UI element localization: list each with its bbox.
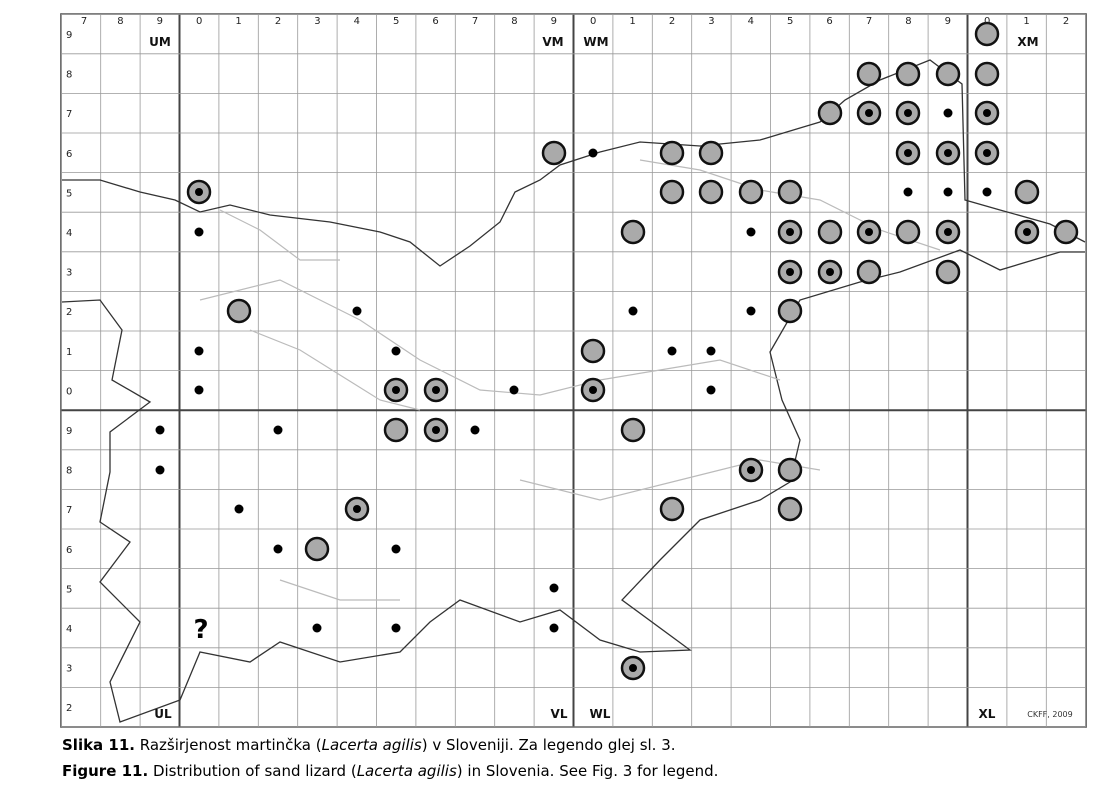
column-label: 0 (590, 16, 596, 27)
zone-label: WL (590, 707, 611, 721)
row-label: 5 (66, 188, 72, 199)
column-label: 7 (81, 16, 87, 27)
zone-label: XL (979, 707, 996, 721)
column-label: 1 (235, 16, 241, 27)
column-label: 2 (275, 16, 281, 27)
column-label: 5 (393, 16, 399, 27)
row-label: 7 (66, 505, 72, 516)
uncertain-mark: ? (193, 615, 208, 645)
column-label: 9 (945, 16, 951, 27)
row-label: 6 (66, 149, 72, 160)
zone-label: VM (542, 35, 563, 49)
column-label: 6 (432, 16, 438, 27)
row-label: 2 (66, 703, 72, 714)
row-label: 9 (66, 30, 72, 41)
row-label: 8 (66, 466, 72, 477)
caption-text: ) v Sloveniji. Za legendo glej sl. 3. (422, 736, 676, 754)
zone-label: XM (1017, 35, 1038, 49)
column-label: 3 (708, 16, 714, 27)
column-label: 8 (117, 16, 123, 27)
caption-label: Slika 11. (62, 736, 135, 754)
column-label: 0 (984, 16, 990, 27)
row-label: 9 (66, 426, 72, 437)
column-label: 4 (748, 16, 754, 27)
column-label: 5 (787, 16, 793, 27)
row-label: 7 (66, 109, 72, 120)
row-label: 5 (66, 584, 72, 595)
column-label: 9 (157, 16, 163, 27)
row-label: 6 (66, 545, 72, 556)
caption-label: Figure 11. (62, 762, 148, 780)
column-label: 8 (905, 16, 911, 27)
species: Lacerta agilis (357, 762, 457, 780)
column-label: 3 (314, 16, 320, 27)
zone-label: UM (149, 35, 171, 49)
row-label: 0 (66, 386, 72, 397)
column-label: 7 (866, 16, 872, 27)
caption-text: Razširjenost martinčka ( (135, 736, 322, 754)
caption-en: Figure 11. Distribution of sand lizard (… (62, 762, 718, 780)
column-label: 1 (1023, 16, 1029, 27)
caption-text: ) in Slovenia. See Fig. 3 for legend. (457, 762, 719, 780)
row-label: 3 (66, 268, 72, 279)
row-label: 8 (66, 70, 72, 81)
row-label: 2 (66, 307, 72, 318)
row-label: 4 (66, 624, 72, 635)
column-label: 4 (354, 16, 360, 27)
column-label: 1 (629, 16, 635, 27)
row-label: 3 (66, 664, 72, 675)
row-label: 1 (66, 347, 72, 358)
zone-label: WM (583, 35, 608, 49)
column-label: 8 (511, 16, 517, 27)
column-label: 6 (826, 16, 832, 27)
species: Lacerta agilis (322, 736, 422, 754)
column-label: 7 (472, 16, 478, 27)
row-label: 4 (66, 228, 72, 239)
column-label: 0 (196, 16, 202, 27)
column-label: 9 (551, 16, 557, 27)
zone-label: UL (154, 707, 172, 721)
zone-label: VL (551, 707, 568, 721)
caption-text: Distribution of sand lizard ( (148, 762, 357, 780)
grid (60, 13, 1087, 728)
column-label: 2 (1063, 16, 1069, 27)
captions: Slika 11. Razširjenost martinčka (Lacert… (62, 736, 718, 780)
column-label: 2 (669, 16, 675, 27)
caption-sl: Slika 11. Razširjenost martinčka (Lacert… (62, 736, 676, 754)
credit: CKFF, 2009 (1027, 710, 1072, 719)
